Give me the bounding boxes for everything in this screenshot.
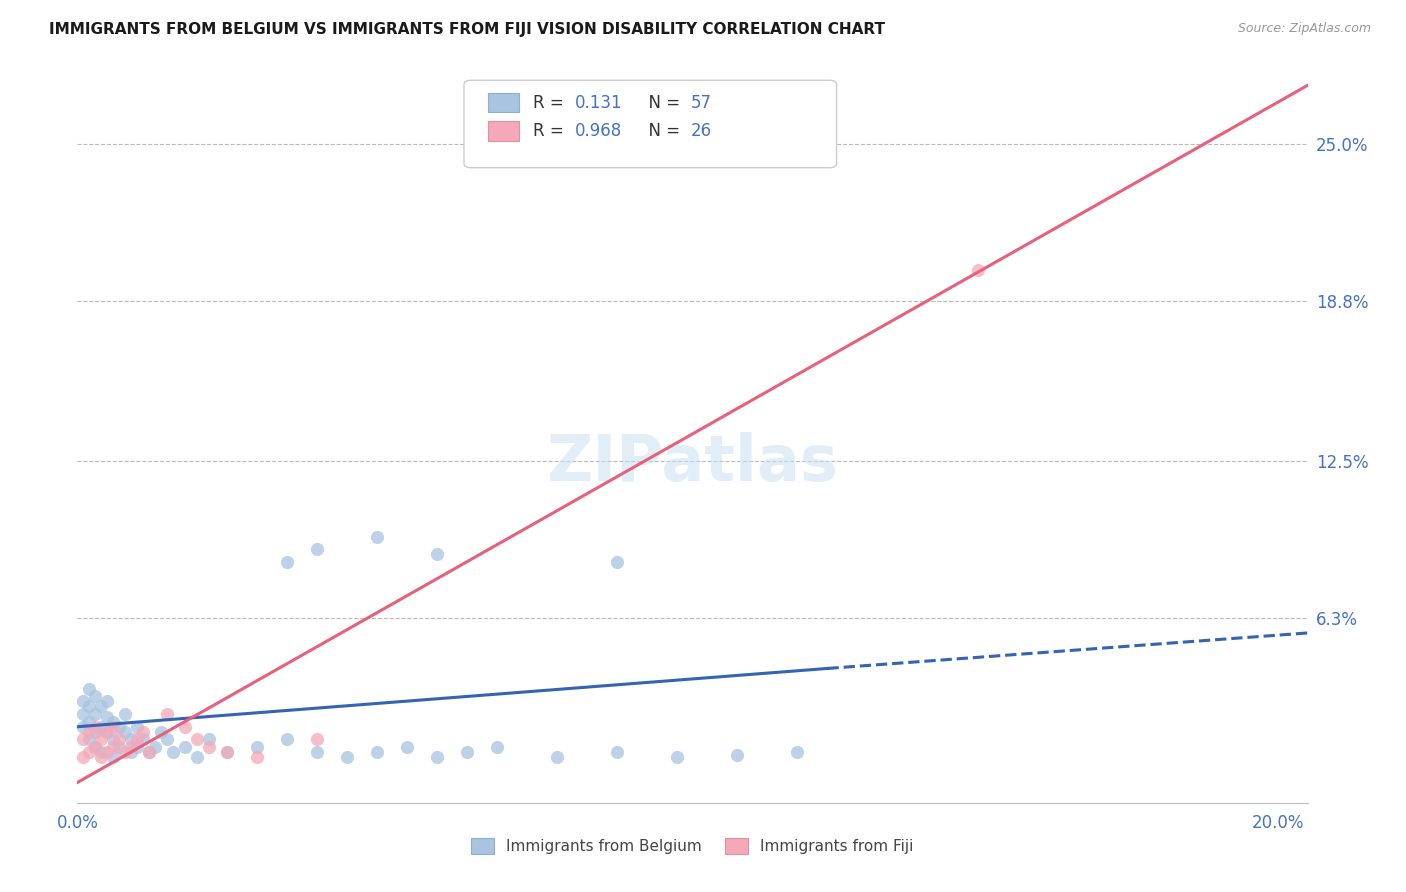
Point: [156, 707, 179, 722]
Text: Source: ZipAtlas.com: Source: ZipAtlas.com: [1237, 22, 1371, 36]
Text: R =: R =: [533, 122, 569, 140]
Point: [79, 732, 101, 747]
Point: [127, 720, 149, 734]
Point: [90, 720, 112, 734]
Point: [127, 732, 149, 747]
Text: 0.968: 0.968: [575, 122, 623, 140]
Point: [79, 714, 101, 729]
Point: [162, 745, 184, 759]
Point: [307, 745, 329, 759]
Point: [143, 739, 166, 754]
Point: [546, 750, 568, 764]
Point: [426, 750, 449, 764]
Point: [606, 555, 628, 569]
Point: [276, 732, 298, 747]
Point: [96, 745, 118, 759]
Point: [366, 530, 388, 544]
Point: [132, 732, 155, 747]
Point: [96, 724, 118, 739]
Point: [120, 732, 142, 747]
Point: [108, 739, 131, 754]
Point: [120, 745, 142, 759]
Point: [150, 724, 173, 739]
Point: [79, 681, 101, 696]
Point: [84, 707, 107, 722]
Point: [108, 720, 131, 734]
Point: [103, 720, 125, 734]
Point: [138, 745, 160, 759]
Point: [90, 699, 112, 714]
Point: [79, 724, 101, 739]
Point: [666, 750, 689, 764]
Point: [84, 690, 107, 704]
Point: [307, 732, 329, 747]
Point: [127, 739, 149, 754]
Point: [366, 745, 388, 759]
Point: [84, 724, 107, 739]
Point: [396, 739, 419, 754]
Point: [217, 745, 239, 759]
Point: [186, 750, 208, 764]
Point: [103, 714, 125, 729]
Point: [132, 724, 155, 739]
Point: [72, 694, 94, 708]
Point: [307, 542, 329, 557]
Point: [96, 709, 118, 723]
Point: [72, 707, 94, 722]
Point: [103, 732, 125, 747]
Point: [486, 739, 509, 754]
Point: [84, 720, 107, 734]
Text: 57: 57: [690, 94, 711, 112]
Point: [966, 263, 988, 277]
Point: [138, 745, 160, 759]
Point: [108, 732, 131, 747]
Point: [114, 724, 136, 739]
Point: [114, 745, 136, 759]
Point: [79, 699, 101, 714]
Text: R =: R =: [533, 94, 574, 112]
Text: IMMIGRANTS FROM BELGIUM VS IMMIGRANTS FROM FIJI VISION DISABILITY CORRELATION CH: IMMIGRANTS FROM BELGIUM VS IMMIGRANTS FR…: [49, 22, 886, 37]
Point: [79, 745, 101, 759]
Legend: Immigrants from Belgium, Immigrants from Fiji: Immigrants from Belgium, Immigrants from…: [465, 832, 920, 860]
Point: [276, 555, 298, 569]
Point: [198, 732, 221, 747]
Point: [174, 739, 197, 754]
Point: [174, 720, 197, 734]
Text: N =: N =: [638, 94, 686, 112]
Point: [114, 707, 136, 722]
Text: 26: 26: [690, 122, 711, 140]
Point: [72, 750, 94, 764]
Text: N =: N =: [638, 122, 686, 140]
Point: [96, 694, 118, 708]
Point: [217, 745, 239, 759]
Point: [336, 750, 359, 764]
Point: [198, 739, 221, 754]
Point: [103, 750, 125, 764]
Point: [606, 745, 628, 759]
Point: [72, 732, 94, 747]
Point: [186, 732, 208, 747]
Point: [246, 750, 269, 764]
Text: ZIPatlas: ZIPatlas: [547, 433, 838, 494]
Point: [90, 732, 112, 747]
Point: [84, 739, 107, 754]
Point: [90, 745, 112, 759]
Point: [727, 747, 749, 762]
Point: [246, 739, 269, 754]
Point: [156, 732, 179, 747]
Point: [103, 739, 125, 754]
Point: [786, 745, 808, 759]
Point: [120, 739, 142, 754]
Point: [90, 750, 112, 764]
Point: [96, 724, 118, 739]
Point: [456, 745, 478, 759]
Point: [426, 547, 449, 561]
Point: [72, 720, 94, 734]
Text: 0.131: 0.131: [575, 94, 623, 112]
Point: [84, 739, 107, 754]
